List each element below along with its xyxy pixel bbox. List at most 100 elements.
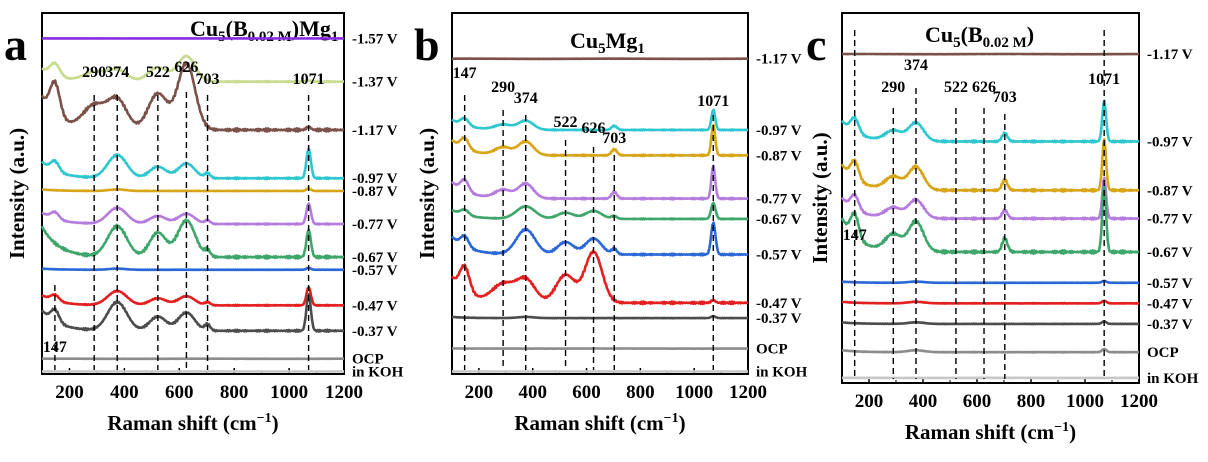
x-tick-label: 400 [110, 382, 139, 403]
x-tick-label: 800 [220, 382, 249, 403]
series-label: -0.67 V [756, 212, 802, 228]
series-label: -0.87 V [756, 148, 802, 164]
peak-label: 147 [43, 339, 67, 356]
series-label: -0.37 V [1147, 317, 1193, 333]
panel-title: Cu5(B0.02 M)Mg1 [190, 16, 338, 45]
peak-label: 626 [174, 59, 198, 76]
series-line--0_97V [40, 147, 345, 181]
series-line--0_67V [451, 201, 749, 221]
x-tick-label: 1200 [325, 382, 363, 403]
series-label: -0.57 V [756, 248, 802, 264]
peak-label: 374 [105, 64, 129, 81]
series-label: -0.97 V [352, 171, 398, 187]
x-tick-label: 1000 [675, 382, 713, 403]
panel-letter: a [4, 19, 27, 70]
title-text: (B [961, 22, 983, 47]
peak-label: 147 [843, 227, 867, 244]
peak-label: 522 [554, 114, 578, 131]
series-label: -0.57 V [1147, 276, 1193, 292]
panel-title: Cu5(B0.02 M) [925, 22, 1034, 51]
x-axis-label: Raman shift (cm−1) [514, 411, 685, 435]
x-tick-label: 1200 [1120, 391, 1158, 412]
series-label: -0.67 V [352, 250, 398, 266]
panel-letter: b [414, 19, 440, 70]
series-label: -0.57 V [352, 263, 398, 279]
peak-label: 703 [602, 130, 626, 147]
series-line--0_77V [840, 176, 1140, 221]
title-text: )Mg [292, 16, 331, 41]
plot-frame [451, 12, 749, 375]
series-label: -0.97 V [756, 123, 802, 139]
title-subscript: 0.02 M [983, 35, 1027, 51]
x-tick-label: 600 [165, 382, 194, 403]
series-line--0_87V [41, 187, 345, 193]
x-tick-label: 200 [465, 382, 494, 403]
peak-label: 626 [972, 79, 996, 96]
series-line--0_87V [451, 123, 749, 158]
peak-label: 703 [993, 89, 1017, 106]
x-tick-label: 200 [55, 382, 84, 403]
x-tick-label: 1200 [729, 382, 767, 403]
y-axis-label: Intensity (a.u.) [415, 128, 439, 259]
panel-c: c Cu5(B0.02 M) 200 400 600 800 1000 1200 Raman s… [806, 12, 1199, 444]
x-tick-label: 400 [909, 391, 938, 412]
series-line--1_17V [451, 57, 749, 61]
x-tick-label: 200 [855, 391, 884, 412]
peak-label: 703 [196, 71, 220, 88]
x-tick-label: 800 [1017, 391, 1046, 412]
peak-label: 626 [582, 120, 606, 137]
title-subscript: 0.02 M [248, 29, 292, 45]
series-label: -1.17 V [352, 123, 398, 139]
series-label: -0.37 V [756, 311, 802, 327]
peak-label: 374 [514, 90, 538, 107]
series-label: -0.37 V [352, 324, 398, 340]
series-label: -0.47 V [756, 296, 802, 312]
peak-label: 147 [453, 65, 477, 82]
x-axis-label: Raman shift (cm−1) [905, 420, 1076, 444]
title-subscript: 5 [598, 41, 606, 57]
series-line--1_37V [41, 54, 345, 84]
title-subscript: 5 [218, 29, 226, 45]
series-line--0_47V [841, 299, 1140, 305]
series-line--0_37V [451, 314, 749, 320]
series-label: OCP [352, 352, 384, 368]
series-line--0_37V [40, 293, 345, 334]
peak-label: 522 [944, 79, 968, 96]
peak-label: 1071 [697, 93, 729, 110]
peak-label: 290 [491, 79, 515, 96]
peak-label: 1071 [1088, 71, 1120, 88]
series-label: -0.87 V [352, 184, 398, 200]
series-line--0_47V [450, 249, 749, 306]
title-text: Cu [570, 28, 598, 53]
series-label: OCP [756, 342, 788, 358]
series-label: in KOH [756, 364, 808, 380]
title-text: Cu [925, 22, 953, 47]
y-axis-label: Intensity (a.u.) [808, 132, 832, 263]
series-label: -1.57 V [352, 31, 398, 47]
title-text: (B [226, 16, 248, 41]
plot-frame [841, 12, 1140, 384]
peak-label: 290 [881, 79, 905, 96]
series-label: in KOH [1147, 371, 1199, 387]
series-line--0_67V [40, 218, 345, 260]
series-line--1_17V [40, 61, 345, 133]
peak-label: 522 [146, 64, 170, 81]
series-line--0_47V [41, 285, 345, 308]
panel-letter: c [806, 19, 826, 70]
series-label: OCP [1147, 345, 1179, 361]
series-label: -0.97 V [1147, 134, 1193, 150]
title-subscript: 5 [953, 35, 961, 51]
series-line--0_57V [450, 221, 749, 257]
y-axis-label: Intensity (a.u.) [5, 128, 29, 259]
series-label: -0.67 V [1147, 245, 1193, 261]
series-line--0_97V [451, 108, 749, 132]
title-text: ) [1027, 22, 1034, 47]
series-label: in KOH [352, 364, 404, 380]
title-text: Cu [190, 16, 218, 41]
title-subscript: 1 [637, 41, 645, 57]
peak-label: 374 [904, 57, 928, 74]
x-tick-label: 1000 [270, 382, 308, 403]
